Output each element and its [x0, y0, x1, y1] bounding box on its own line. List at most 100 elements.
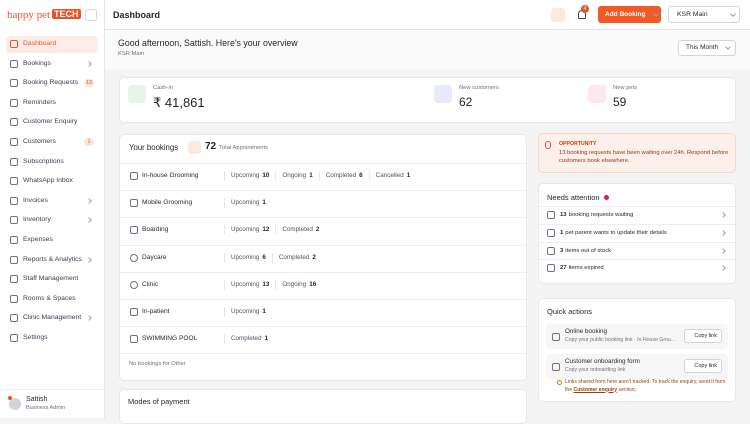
user-name: Sattish [26, 396, 48, 403]
attention-count: 13 [560, 212, 567, 218]
attention-text: items out of stock [565, 247, 612, 254]
count-value: 1 [309, 172, 313, 179]
service-icon [130, 226, 138, 235]
nav-item[interactable]: WhatsApp Inbox [23, 177, 73, 185]
nav-item[interactable]: Booking Requests [23, 79, 79, 87]
copy-link-button[interactable]: Copy link [684, 329, 722, 343]
opportunity-card [538, 133, 736, 173]
stats-card [119, 77, 736, 123]
stat-value: 62 [459, 95, 473, 109]
nav-item[interactable]: Customers [23, 138, 56, 145]
attention-item[interactable]: 1 pet parent wants to update their detail… [560, 230, 667, 236]
quick-action-icon [552, 333, 560, 341]
count-label: Upcoming [231, 308, 260, 315]
nav-item[interactable]: Settings [23, 334, 48, 341]
opportunity-icon [545, 141, 551, 149]
service-counts: Upcoming 1 [224, 307, 272, 317]
nav-item[interactable]: Rooms & Spaces [23, 294, 76, 302]
stat-label: New customers [459, 85, 499, 91]
count-label: Upcoming [231, 280, 260, 288]
nav-item[interactable]: Inventory [23, 216, 51, 224]
nav-item[interactable]: Reports & Analytics [23, 255, 82, 263]
stat-label: Cash-in [153, 85, 173, 91]
bookings-card [119, 134, 527, 381]
copy-link-button[interactable]: Copy link [684, 359, 722, 373]
row-divider [539, 259, 735, 261]
add-booking-button[interactable]: Add Booking [598, 6, 661, 23]
service-counts: Upcoming 6 Completed 2 [224, 252, 322, 263]
notification-badge: 4 [581, 5, 589, 13]
quick-action-subtitle: Copy your public booking link · In House… [565, 337, 676, 343]
count-value: 12 [262, 226, 270, 234]
payments-title: Modes of payment [128, 397, 190, 406]
row-divider [120, 163, 526, 164]
nav-item[interactable]: Reminders [23, 98, 56, 106]
attention-card [538, 183, 736, 284]
chat-button[interactable] [551, 8, 565, 22]
nav-item[interactable]: Expenses [23, 236, 53, 243]
count-value: 6 [359, 172, 363, 179]
attention-icon [547, 211, 555, 219]
stat-label: New pets [613, 85, 638, 91]
attention-item[interactable]: 13 booking requests waiting [560, 212, 633, 218]
user-role: Business Admin [26, 405, 66, 411]
service-name: In-patient [142, 308, 170, 315]
nav-icon [10, 157, 18, 166]
nav-icon [10, 255, 18, 264]
note-text: Links shared from here aren't tracked. T… [565, 379, 726, 393]
note-link[interactable]: Customer enquiry [573, 386, 618, 393]
collapse-button[interactable] [85, 9, 97, 21]
branch-select[interactable]: KSR Main [668, 6, 740, 23]
row-divider [120, 299, 526, 300]
count-cell: Upcoming 12 [224, 225, 275, 236]
nav-item[interactable]: Customer Enquiry [23, 118, 78, 126]
count-value: 1 [262, 199, 266, 207]
row-divider [120, 190, 526, 192]
count-cell: Ongoing 16 [275, 279, 322, 290]
row-divider [120, 326, 526, 328]
nav-icon [10, 294, 18, 303]
payments-card [119, 389, 527, 424]
count-value: 13 [262, 280, 270, 288]
count-label: Ongoing [282, 172, 307, 179]
attention-icon [547, 228, 555, 237]
count-label: Completed [282, 226, 313, 234]
nav-item[interactable]: Clinic Management [23, 314, 82, 322]
nav-icon [10, 59, 18, 68]
nav-badge: 13 [84, 79, 94, 88]
quick-action-icon [552, 363, 560, 371]
attention-icon [547, 246, 555, 255]
count-cell: Cancelled 1 [368, 171, 417, 181]
row-divider [120, 244, 526, 246]
count-cell: Upcoming 1 [224, 198, 272, 209]
count-value: 1 [264, 335, 268, 343]
logo-name: happy pet [7, 9, 51, 21]
period-select[interactable]: This Month [678, 40, 736, 56]
service-icon [130, 335, 138, 344]
count-label: Ongoing [282, 280, 307, 288]
count-cell: Upcoming 1 [224, 307, 272, 317]
quick-action-subtitle: Copy your onboarding link [565, 367, 626, 373]
quick-action-title: Online booking [565, 328, 608, 335]
count-value: 1 [262, 308, 266, 315]
nav-item[interactable]: Invoices [23, 196, 48, 204]
attention-item[interactable]: 27 items expired [560, 265, 604, 271]
count-cell: Upcoming 13 [224, 279, 275, 290]
nav-item[interactable]: Subscriptions [23, 157, 64, 165]
stat-icon [128, 85, 146, 103]
nav-item[interactable]: Bookings [23, 59, 51, 67]
nav-icon [10, 138, 18, 146]
nav-icon [10, 196, 18, 205]
attention-item[interactable]: 3 items out of stock [560, 248, 611, 254]
stat-value: ₹ 41,861 [153, 95, 205, 110]
nav-item[interactable]: Dashboard [23, 40, 57, 47]
row-divider [120, 353, 526, 354]
bookings-title: Your bookings [129, 143, 179, 152]
nav-icon [10, 314, 18, 323]
attention-text: pet parent wants to update their details [565, 229, 667, 236]
attention-text: items expired [568, 265, 604, 272]
quick-actions-note: Links shared from here aren't tracked. T… [565, 379, 730, 394]
nav-icon [10, 334, 18, 342]
nav-item[interactable]: Staff Management [23, 275, 79, 283]
